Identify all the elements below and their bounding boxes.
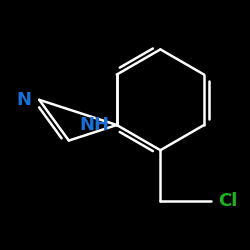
Text: Cl: Cl	[218, 192, 238, 210]
Text: NH: NH	[79, 116, 109, 134]
Text: N: N	[17, 91, 32, 109]
